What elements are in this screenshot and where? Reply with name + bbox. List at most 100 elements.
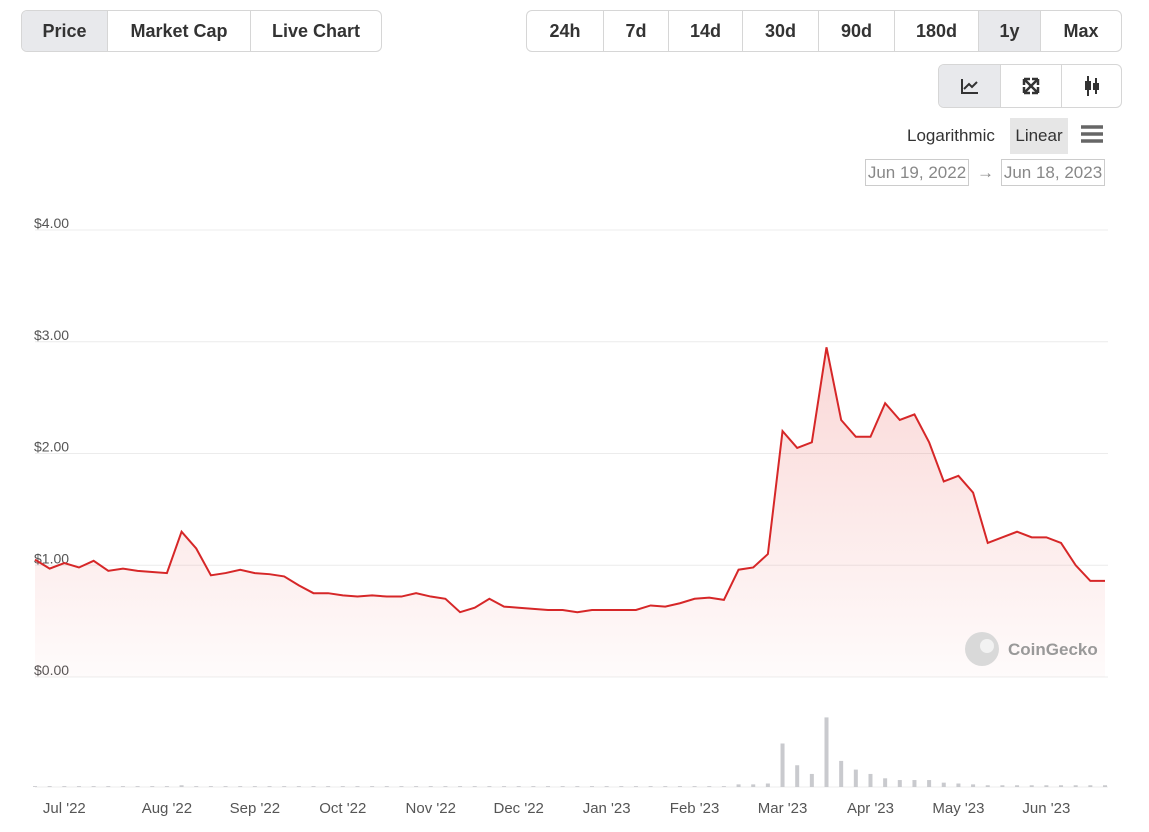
expand-button[interactable] xyxy=(1001,65,1062,107)
volume-bar xyxy=(897,780,902,787)
volume-bar xyxy=(736,784,741,787)
volume-bar xyxy=(633,786,638,787)
volume-bar xyxy=(282,786,287,787)
volume-bar xyxy=(76,786,81,787)
price-line xyxy=(34,347,1105,614)
volume-bar xyxy=(208,786,213,787)
volume-bar xyxy=(458,786,463,787)
volume-bar xyxy=(575,786,580,787)
range-button[interactable]: 14d xyxy=(669,11,743,51)
tab-button[interactable]: Price xyxy=(22,11,108,51)
volume-bar xyxy=(589,786,594,787)
volume-bar xyxy=(809,773,814,787)
volume-bar xyxy=(648,786,653,787)
volume-bar xyxy=(428,786,433,787)
volume-bar xyxy=(956,783,961,787)
view-group xyxy=(938,64,1122,108)
range-button[interactable]: 24h xyxy=(527,11,604,51)
candle-icon xyxy=(1084,76,1099,96)
menu-icon[interactable] xyxy=(1080,124,1104,144)
volume-bar xyxy=(971,784,976,787)
volume-bar xyxy=(106,786,111,787)
volume-bar xyxy=(47,786,52,787)
volume-bar xyxy=(1015,785,1020,787)
volume-bar xyxy=(560,786,565,787)
range-button[interactable]: 90d xyxy=(819,11,895,51)
log-option[interactable]: Logarithmic xyxy=(907,126,995,145)
volume-bar xyxy=(164,786,169,787)
volume-bar xyxy=(912,780,917,787)
x-tick-label: Dec '22 xyxy=(494,800,544,817)
range-button[interactable]: 7d xyxy=(604,11,669,51)
volume-bar xyxy=(443,786,448,787)
volume-bar xyxy=(194,786,199,787)
volume-bar xyxy=(399,786,404,787)
volume-bar xyxy=(238,786,243,787)
volume-bar xyxy=(384,786,389,787)
volume-bar xyxy=(414,786,419,787)
volume-bar xyxy=(751,784,756,787)
linear-option[interactable]: Linear xyxy=(1010,118,1068,154)
volume-bar xyxy=(853,769,858,787)
volume-bar xyxy=(927,780,932,787)
volume-bar xyxy=(120,786,125,787)
volume-bar xyxy=(780,743,785,787)
x-tick-label: Jul '22 xyxy=(43,800,86,817)
x-tick-label: Aug '22 xyxy=(142,800,192,817)
volume-bar xyxy=(546,786,551,787)
volume-bar xyxy=(62,786,67,787)
x-tick-label: Feb '23 xyxy=(670,800,720,817)
volume-bar xyxy=(692,786,697,787)
y-tick-label: $2.00 xyxy=(34,439,69,455)
date-separator: → xyxy=(977,163,994,182)
volume-bar xyxy=(707,786,712,787)
watermark-text: CoinGecko xyxy=(1008,640,1098,659)
volume-bar xyxy=(472,786,477,787)
volume-bar xyxy=(516,786,521,787)
range-group: 24h 7d 14d 30d 90d 180d 1y Max xyxy=(526,10,1122,52)
volume-bar xyxy=(267,786,272,787)
volume-bar xyxy=(179,785,184,787)
watermark: CoinGecko xyxy=(965,632,1098,666)
volume-bar xyxy=(604,786,609,787)
volume-bar xyxy=(487,786,492,787)
range-button[interactable]: 180d xyxy=(895,11,979,51)
volume-bar xyxy=(619,786,624,787)
volume-bar xyxy=(531,786,536,787)
volume-bar xyxy=(252,786,257,787)
volume-bar xyxy=(941,782,946,787)
volume-bar xyxy=(795,765,800,787)
tab-button[interactable]: Live Chart xyxy=(271,20,361,41)
range-button[interactable]: Max xyxy=(1063,20,1099,41)
x-tick-label: Oct '22 xyxy=(319,800,366,817)
candle-view-button[interactable] xyxy=(1062,65,1121,107)
date-to[interactable]: Jun 18, 2023 xyxy=(1001,159,1105,186)
y-tick-label: $1.00 xyxy=(34,550,69,566)
tab-button[interactable]: Market Cap xyxy=(108,11,251,51)
line-icon xyxy=(960,79,978,94)
date-from[interactable]: Jun 19, 2022 xyxy=(865,159,969,186)
volume-bar xyxy=(663,786,668,787)
x-tick-label: Mar '23 xyxy=(758,800,808,817)
x-tick-label: Apr '23 xyxy=(847,800,894,817)
y-tick-label: $3.00 xyxy=(34,327,69,343)
x-tick-label: Jun '23 xyxy=(1022,800,1070,817)
range-button[interactable]: 1y xyxy=(979,11,1041,51)
volume-bar xyxy=(824,717,829,787)
volume-bar xyxy=(839,760,844,787)
range-button[interactable]: 30d xyxy=(743,11,819,51)
volume-bar xyxy=(1103,785,1107,787)
price-area xyxy=(35,347,1105,677)
expand-icon xyxy=(1022,77,1040,95)
line-view-button[interactable] xyxy=(939,65,1001,107)
x-tick-label: Sep '22 xyxy=(230,800,280,817)
x-tick-label: Nov '22 xyxy=(406,800,456,817)
tab-group: Price Market Cap Live Chart xyxy=(21,10,382,52)
volume-bar xyxy=(868,773,873,787)
volume-bar xyxy=(135,786,140,787)
volume-bar xyxy=(1073,785,1078,787)
volume-bar xyxy=(883,778,888,787)
volume-bar xyxy=(1088,785,1093,787)
volume-bar xyxy=(296,786,301,787)
